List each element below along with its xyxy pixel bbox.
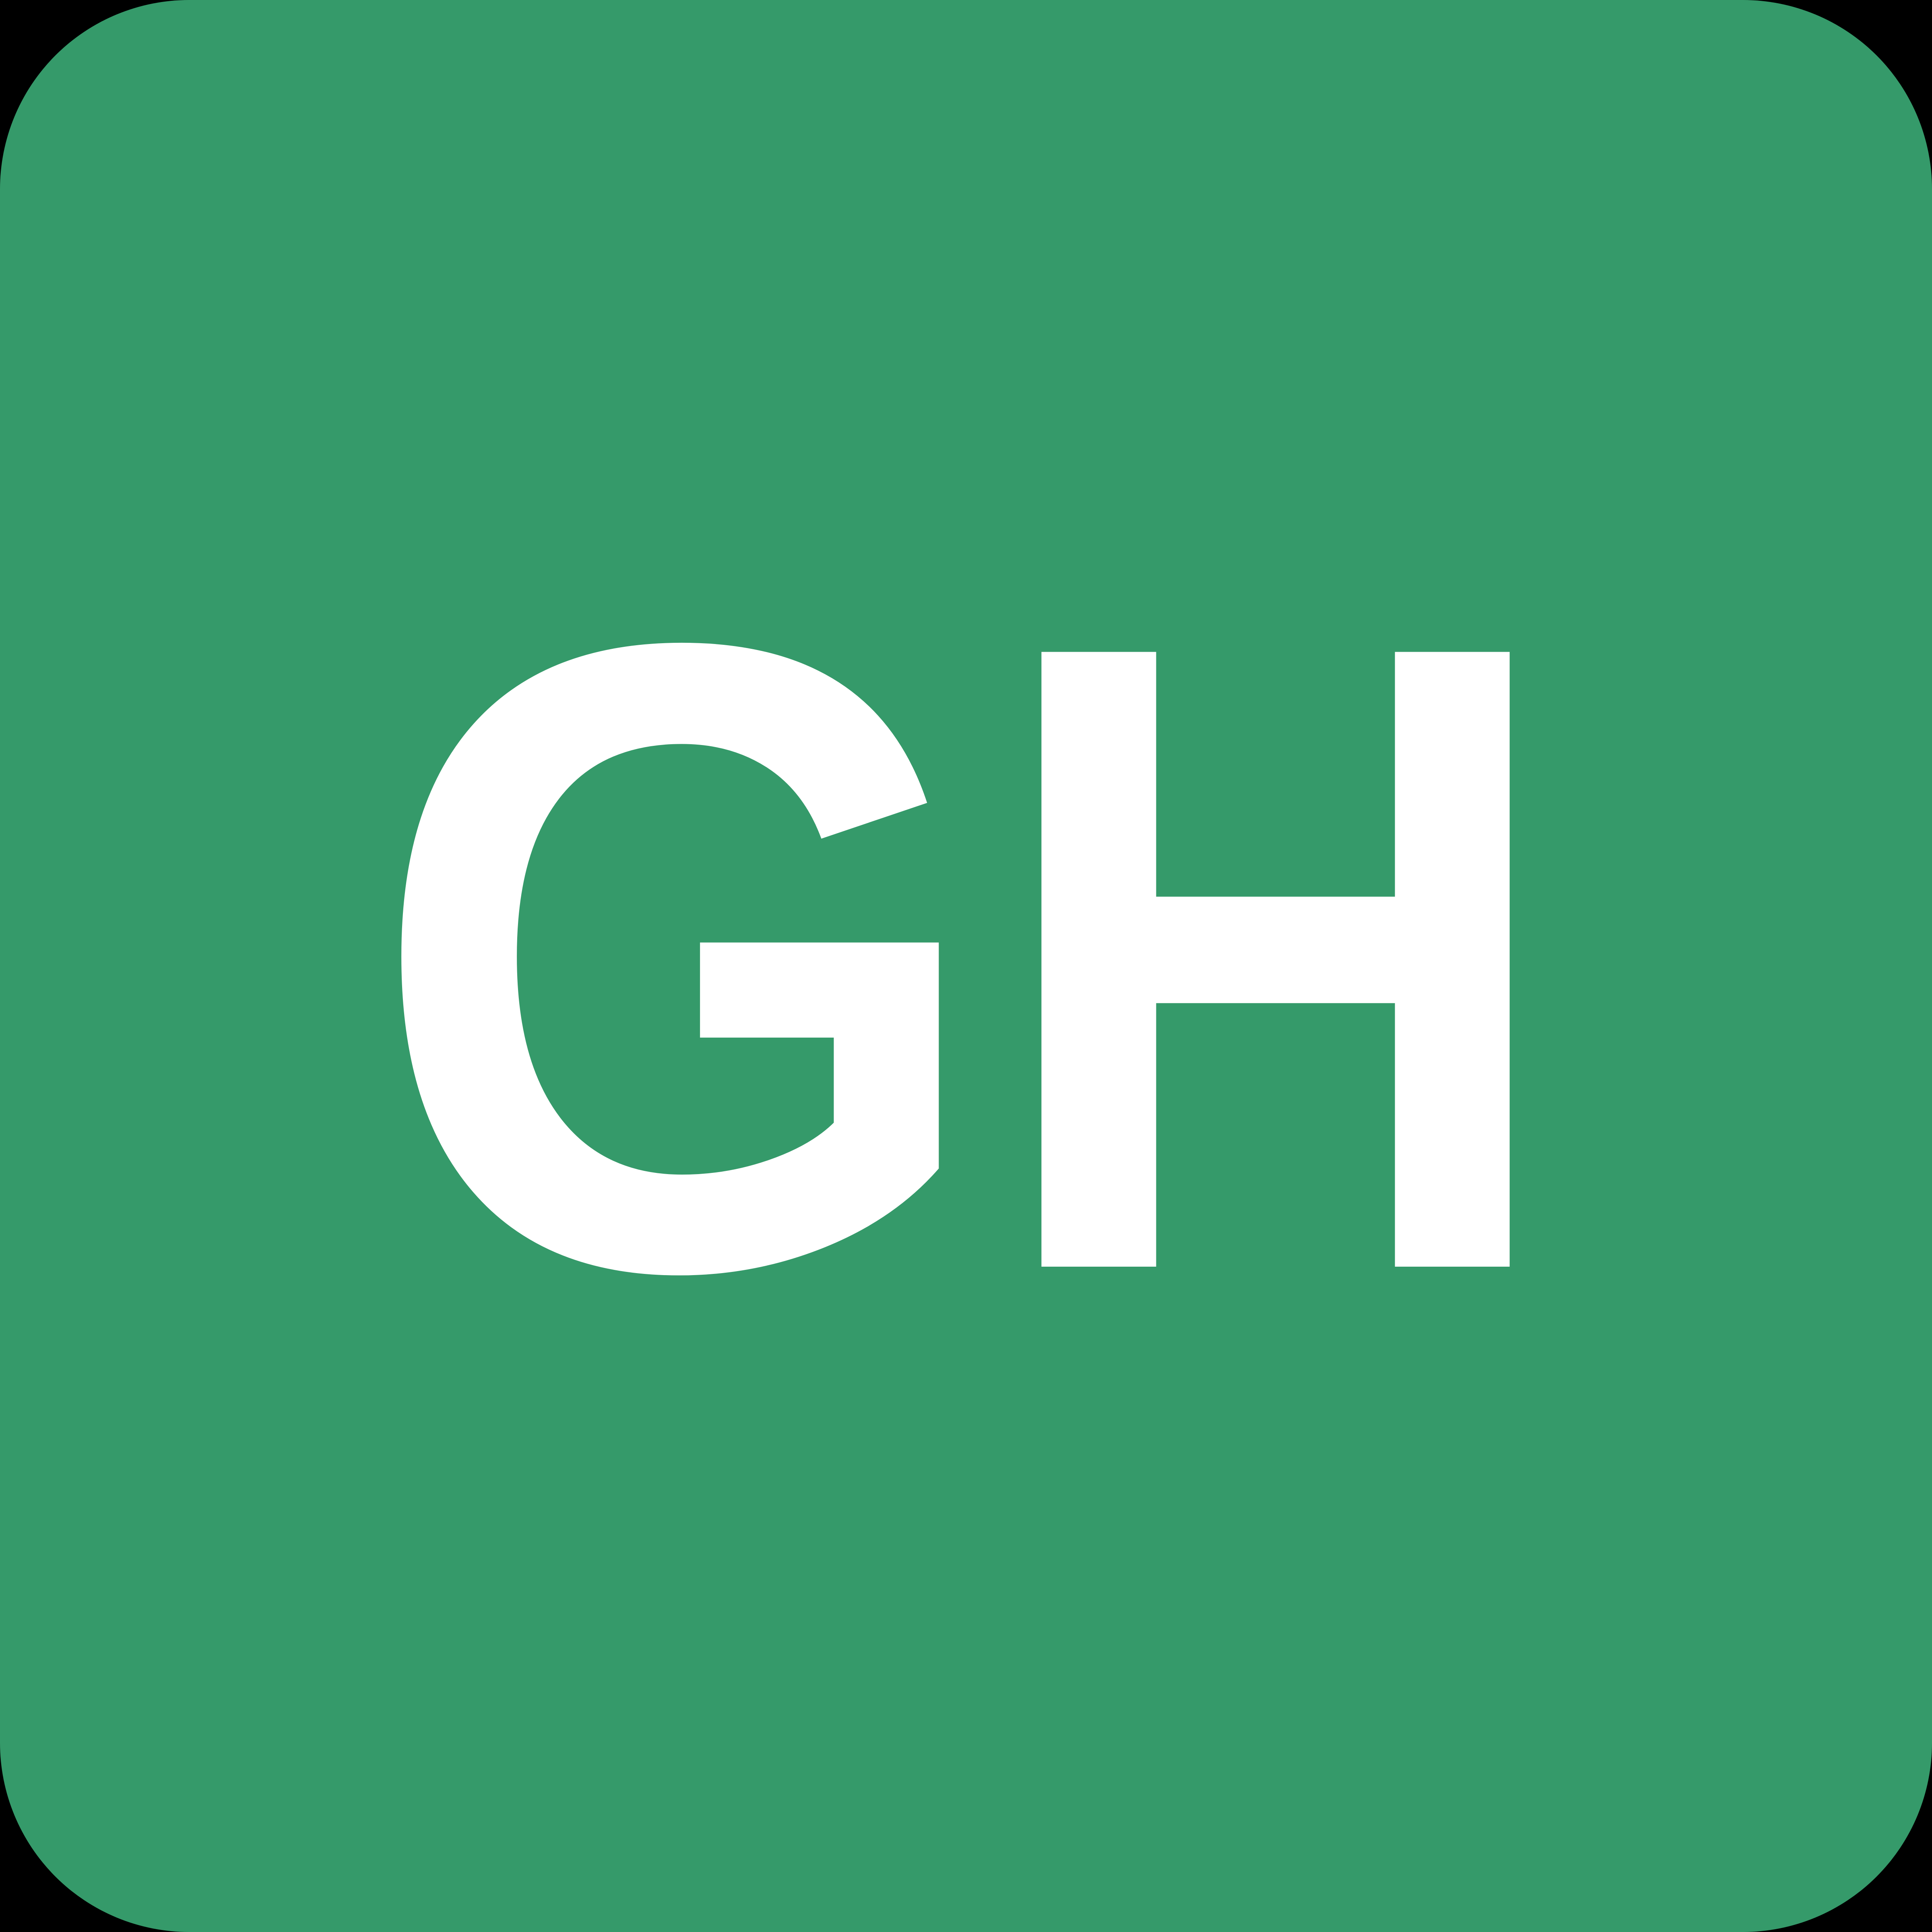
avatar-initials: GH: [369, 458, 1563, 1456]
